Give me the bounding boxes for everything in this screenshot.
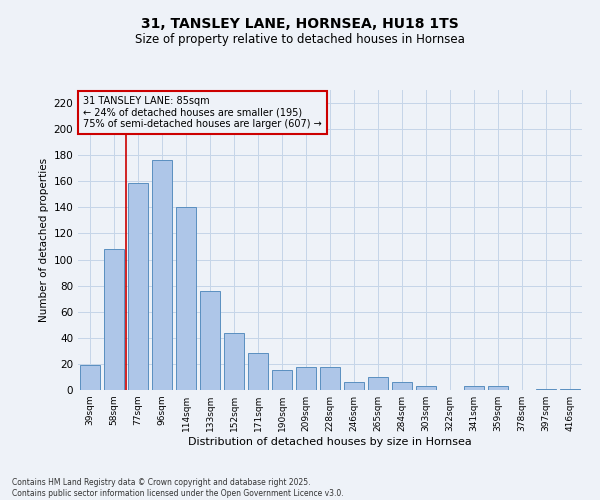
Bar [368,377,388,390]
Bar [248,354,268,390]
X-axis label: Distribution of detached houses by size in Hornsea: Distribution of detached houses by size … [188,437,472,447]
Y-axis label: Number of detached properties: Number of detached properties [39,158,49,322]
Bar [176,208,196,390]
Bar [560,388,580,390]
Text: 31 TANSLEY LANE: 85sqm
← 24% of detached houses are smaller (195)
75% of semi-de: 31 TANSLEY LANE: 85sqm ← 24% of detached… [83,96,322,129]
Bar [416,386,436,390]
Bar [344,382,364,390]
Bar [320,366,340,390]
Bar [272,370,292,390]
Bar [464,386,484,390]
Bar [296,366,316,390]
Text: Size of property relative to detached houses in Hornsea: Size of property relative to detached ho… [135,32,465,46]
Bar [200,291,220,390]
Bar [392,382,412,390]
Bar [152,160,172,390]
Bar [488,386,508,390]
Text: Contains HM Land Registry data © Crown copyright and database right 2025.
Contai: Contains HM Land Registry data © Crown c… [12,478,344,498]
Bar [536,388,556,390]
Bar [80,365,100,390]
Bar [104,249,124,390]
Text: 31, TANSLEY LANE, HORNSEA, HU18 1TS: 31, TANSLEY LANE, HORNSEA, HU18 1TS [141,18,459,32]
Bar [128,182,148,390]
Bar [224,332,244,390]
